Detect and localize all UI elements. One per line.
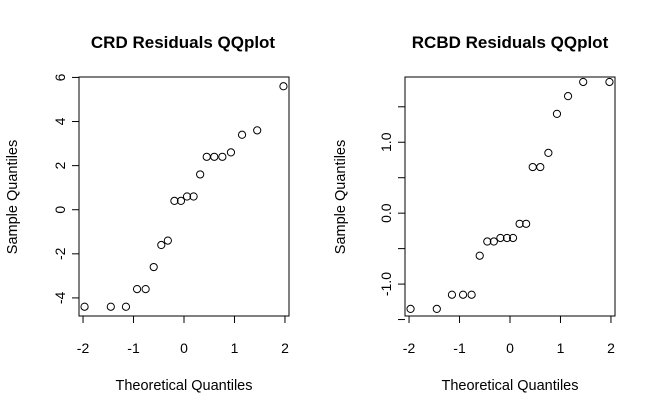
y-tick-label: 0 — [52, 206, 68, 214]
rcbd-qqplot-panel: RCBD Residuals QQplot Theoretical Quanti… — [333, 33, 616, 394]
y-axis-label: Sample Quantiles — [5, 140, 21, 254]
data-point — [80, 302, 89, 311]
x-axis-ticks: -2 -1 0 1 2 — [77, 316, 289, 356]
x-tick-label: -1 — [127, 340, 140, 356]
data-point — [447, 290, 457, 299]
x-axis-label: Theoretical Quantiles — [441, 378, 578, 394]
data-point — [536, 162, 545, 172]
y-tick-label: 1.0 — [378, 132, 394, 152]
x-tick-label: -2 — [77, 340, 90, 356]
data-point — [157, 240, 166, 250]
data-point — [432, 304, 441, 314]
data-point — [141, 285, 150, 294]
data-point — [189, 192, 198, 201]
y-tick-label: 0.0 — [378, 203, 394, 223]
y-tick-label: 4 — [52, 117, 68, 125]
y-axis-ticks: -1.0 0.0 1.0 — [378, 106, 405, 321]
data-point — [475, 251, 484, 260]
data-point — [226, 148, 236, 157]
data-point — [106, 302, 115, 311]
data-point — [515, 219, 524, 228]
data-point — [483, 237, 492, 246]
y-axis-ticks: -4 -2 0 2 4 6 — [52, 73, 79, 304]
data-point — [502, 233, 512, 243]
x-tick-label: 0 — [506, 340, 514, 356]
y-tick-label: -2 — [52, 247, 68, 260]
data-point — [406, 304, 415, 314]
data-point — [279, 82, 288, 91]
data-point — [528, 162, 537, 172]
data-point — [218, 152, 227, 161]
data-point — [163, 236, 172, 245]
data-point — [210, 152, 219, 161]
data-point — [196, 170, 205, 179]
data-point — [522, 219, 531, 228]
data-point — [489, 237, 498, 246]
x-tick-label: 2 — [607, 340, 615, 356]
data-point — [253, 126, 262, 135]
y-tick-label: -1.0 — [378, 272, 394, 296]
chart-title: CRD Residuals QQplot — [91, 33, 276, 52]
data-point — [182, 192, 192, 201]
data-point — [458, 290, 468, 299]
data-point — [508, 233, 518, 243]
data-point — [563, 92, 573, 101]
crd-qqplot-panel: CRD Residuals QQplot Theoretical Quantil… — [5, 33, 290, 394]
y-tick-label: 6 — [52, 73, 68, 81]
data-point — [496, 233, 505, 243]
plot-frame — [404, 76, 616, 317]
data-point — [176, 196, 186, 206]
data-point — [552, 109, 562, 118]
data-points — [406, 77, 614, 314]
data-point — [237, 130, 247, 139]
x-tick-label: 2 — [281, 340, 289, 356]
x-tick-label: 0 — [180, 340, 188, 356]
x-axis-label: Theoretical Quantiles — [115, 378, 252, 394]
y-tick-label: -4 — [52, 291, 68, 304]
x-tick-label: -1 — [453, 340, 466, 356]
y-axis-label: Sample Quantiles — [333, 140, 349, 254]
plot-frame — [78, 76, 290, 317]
x-tick-label: -2 — [403, 340, 416, 356]
x-axis-ticks: -2 -1 0 1 2 — [403, 316, 615, 356]
data-point — [467, 290, 476, 299]
data-point — [149, 262, 158, 272]
data-points — [80, 82, 288, 311]
data-point — [605, 77, 614, 87]
data-point — [132, 285, 142, 294]
data-point — [170, 196, 179, 206]
y-tick-label: 2 — [52, 162, 68, 170]
chart-title: RCBD Residuals QQplot — [412, 33, 609, 52]
x-tick-label: 1 — [231, 340, 239, 356]
data-point — [544, 148, 553, 157]
data-point — [121, 302, 131, 311]
data-point — [202, 152, 211, 161]
data-point — [579, 77, 588, 87]
x-tick-label: 1 — [557, 340, 565, 356]
